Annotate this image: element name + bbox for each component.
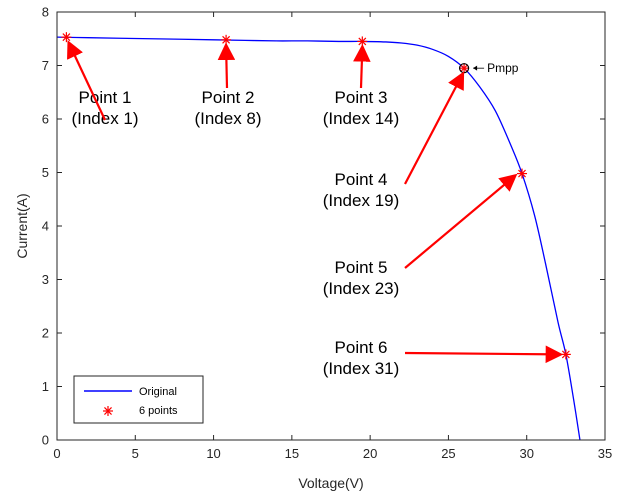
annotation-text: Point 2 <box>202 88 255 107</box>
annotation-text: (Index 23) <box>323 279 400 298</box>
annotation-point-1: Point 1(Index 1) <box>67 40 139 128</box>
y-tick-label: 0 <box>42 433 49 448</box>
sample-point-marker <box>560 349 571 360</box>
legend-marker-points <box>103 406 113 416</box>
y-tick-label: 5 <box>42 165 49 180</box>
y-tick-label: 6 <box>42 112 49 127</box>
annotation-arrow <box>353 44 371 89</box>
legend-label-points: 6 points <box>139 405 178 417</box>
annotation-point-4: Point 4 (Index 19) <box>323 71 465 210</box>
legend-label-original: Original <box>139 386 177 398</box>
legend-asterisk <box>103 406 113 416</box>
annotation-text: Point 5 <box>335 258 388 277</box>
sample-point-marker <box>357 36 368 47</box>
y-tick-label: 8 <box>42 5 49 20</box>
x-tick-label: 25 <box>441 446 455 461</box>
annotation-text: (Index 8) <box>194 109 261 128</box>
annotation-text: Point 6 <box>335 338 388 357</box>
annotation-point-2: Point 2 (Index 8) <box>194 42 262 128</box>
annotation-text: Point 1 <box>79 88 132 107</box>
legend-box <box>73 375 204 424</box>
annotation-arrow <box>67 40 106 121</box>
annotation-point-6: Point 6 (Index 31) <box>323 338 564 378</box>
annotation-text: (Index 14) <box>323 109 400 128</box>
annotation-text: Point 4 <box>335 170 388 189</box>
annotation-arrow <box>217 42 236 89</box>
x-tick-label: 30 <box>519 446 533 461</box>
axes-box <box>56 11 606 441</box>
y-tick-label: 2 <box>42 326 49 341</box>
annotation-point-5: Point 5 (Index 23) <box>323 173 518 298</box>
sample-point-marker <box>221 34 232 45</box>
annotation-text: (Index 31) <box>323 359 400 378</box>
x-tick-label: 20 <box>363 446 377 461</box>
annotation-text: Point 3 <box>335 88 388 107</box>
annotation-arrow <box>404 345 564 364</box>
annotation-point-3: Point 3 (Index 14) <box>323 44 400 128</box>
annotation-arrow <box>404 71 465 185</box>
x-tick-label: 35 <box>598 446 612 461</box>
annotation-arrow <box>404 173 518 269</box>
mpp-label: Pmpp <box>487 61 519 75</box>
y-tick-label: 7 <box>42 58 49 73</box>
legend: Original 6 points <box>73 375 204 424</box>
x-tick-label: 5 <box>132 446 139 461</box>
y-tick-label: 1 <box>42 379 49 394</box>
axis-ticks: 0 5 10 15 20 25 30 35 0 1 2 3 4 5 6 7 8 <box>42 5 612 462</box>
mpp-arrow-head <box>473 65 478 71</box>
sample-point-marker <box>517 168 528 179</box>
x-tick-label: 0 <box>53 446 60 461</box>
sample-point-marker <box>61 32 72 43</box>
y-tick-label: 3 <box>42 272 49 287</box>
x-tick-label: 15 <box>285 446 299 461</box>
series-original-line <box>56 36 581 441</box>
x-tick-label: 10 <box>206 446 220 461</box>
series-layer: Pmpp <box>56 32 581 441</box>
annotation-text: (Index 19) <box>323 191 400 210</box>
y-axis-label: Current(A) <box>14 193 30 258</box>
y-tick-label: 4 <box>42 219 49 234</box>
x-axis-label: Voltage(V) <box>298 475 363 491</box>
plot-area <box>57 12 605 440</box>
annotations-layer: Point 1(Index 1) Point 2 (Index 8) Point 3 (… <box>67 40 564 378</box>
